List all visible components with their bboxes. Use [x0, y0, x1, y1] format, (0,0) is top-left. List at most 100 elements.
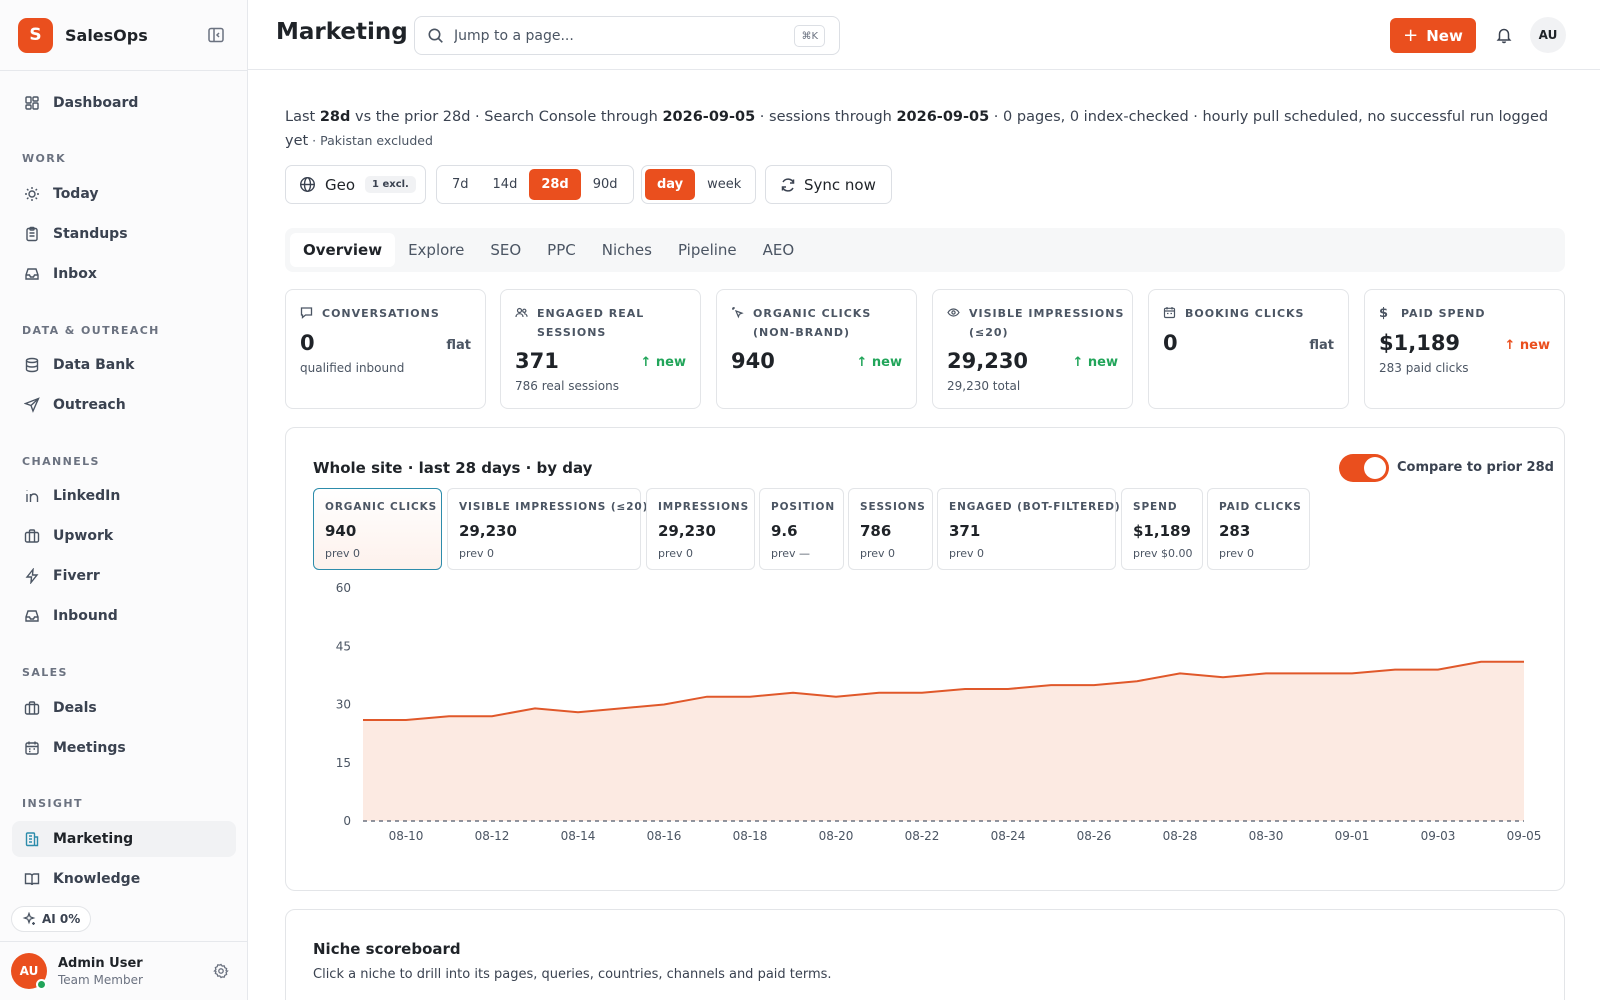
metric-tab-position[interactable]: POSITION 9.6 prev — — [759, 488, 844, 570]
header-avatar[interactable]: AU — [1530, 17, 1566, 53]
sidebar-collapse-icon[interactable] — [204, 23, 228, 47]
kpi-value: 0 — [1163, 331, 1178, 355]
trend-chart: 0 15 30 45 60 08-10 08-12 08-14 08-16 08-18 08-20 0… — [336, 581, 1542, 843]
metric-tab-organic-clicks[interactable]: ORGANIC CLICKS 940 prev 0 — [313, 488, 442, 570]
kpi-delta: ↑ new — [1072, 355, 1118, 370]
x-tick-label: 09-01 — [1335, 829, 1370, 843]
sidebar-item-deals[interactable]: Deals — [12, 690, 236, 726]
sidebar-item-upwork[interactable]: Upwork — [12, 518, 236, 554]
database-icon — [23, 356, 41, 374]
sidebar-item-label: Data Bank — [53, 357, 135, 373]
metric-tab-paid-clicks[interactable]: PAID CLICKS 283 prev 0 — [1207, 488, 1310, 570]
send-icon — [23, 396, 41, 414]
top-header: Marketing ⌘K + New AU — [248, 0, 1600, 70]
ai-usage-pill[interactable]: AI 0% — [11, 906, 92, 932]
metric-tab-sessions[interactable]: SESSIONS 786 prev 0 — [848, 488, 933, 570]
sidebar-item-marketing[interactable]: Marketing — [12, 821, 236, 857]
range-90d[interactable]: 90d — [592, 177, 618, 192]
sparkle-icon — [22, 912, 36, 926]
x-tick-label: 08-24 — [991, 829, 1026, 843]
range-14d[interactable]: 14d — [492, 177, 518, 192]
new-button[interactable]: + New — [1390, 18, 1476, 53]
sidebar-item-linkedin[interactable]: LinkedIn — [12, 478, 236, 514]
kpi-delta: flat — [1309, 338, 1334, 353]
metric-tab-spend[interactable]: SPEND $1,189 prev $0.00 — [1121, 488, 1203, 570]
metric-tab-impressions[interactable]: IMPRESSIONS 29,230 prev 0 — [646, 488, 755, 570]
sidebar-item-fiverr[interactable]: Fiverr — [12, 558, 236, 594]
grain-selector: day week — [641, 165, 756, 204]
grain-week[interactable]: week — [707, 177, 742, 192]
kpi-delta: ↑ new — [640, 355, 686, 370]
sidebar-item-label: Inbox — [53, 266, 97, 282]
gear-icon[interactable] — [212, 962, 230, 980]
summary-geo-note: · Pakistan excluded — [308, 133, 433, 148]
search-input[interactable] — [454, 27, 784, 44]
kpi-card-paid-spend[interactable]: $ PAID SPEND $1,189 ↑ new 283 paid clicks — [1364, 289, 1565, 409]
kpi-card-engaged-sessions[interactable]: ENGAGED REAL SESSIONS 371 ↑ new 786 real… — [500, 289, 701, 409]
metric-prev: prev 0 — [658, 547, 694, 560]
summary-gsc-date: 2026-09-05 — [662, 109, 756, 125]
ai-usage-label: AI 0% — [42, 912, 81, 926]
kpi-card-visible-impressions[interactable]: VISIBLE IMPRESSIONS (≤20) 29,230 ↑ new 2… — [932, 289, 1133, 409]
tab-niches[interactable]: Niches — [601, 241, 652, 259]
tab-explore[interactable]: Explore — [408, 241, 465, 259]
kpi-sub: 29,230 total — [947, 379, 1021, 393]
linkedin-icon — [23, 487, 41, 505]
sidebar-item-label: Outreach — [53, 397, 126, 413]
sidebar-item-label: Inbound — [53, 608, 118, 624]
geo-filter-button[interactable]: Geo 1 excl. — [285, 165, 426, 204]
inbox-icon — [23, 607, 41, 625]
user-role: Team Member — [58, 973, 143, 987]
sidebar-item-inbound[interactable]: Inbound — [12, 598, 236, 634]
range-28d[interactable]: 28d — [529, 169, 581, 200]
metric-label: POSITION — [771, 501, 836, 513]
online-status-dot — [36, 979, 47, 990]
tab-pipeline[interactable]: Pipeline — [677, 241, 737, 259]
sidebar-item-outreach[interactable]: Outreach — [12, 387, 236, 423]
compare-toggle[interactable] — [1339, 454, 1389, 482]
range-7d[interactable]: 7d — [452, 177, 469, 192]
kpi-label: CONVERSATIONS — [300, 304, 480, 325]
sync-now-button[interactable]: Sync now — [765, 165, 892, 204]
sync-label: Sync now — [804, 175, 876, 194]
y-tick-label: 30 — [336, 698, 351, 712]
tab-seo[interactable]: SEO — [490, 241, 522, 259]
search-box[interactable]: ⌘K — [414, 16, 840, 55]
kpi-delta: flat — [446, 338, 471, 353]
refresh-icon — [780, 177, 796, 193]
niche-scoreboard-subtitle: Click a niche to drill into its pages, q… — [313, 967, 832, 982]
users-icon — [515, 304, 529, 342]
brand-logo: S — [18, 17, 53, 53]
x-tick-label: 08-28 — [1163, 829, 1198, 843]
kpi-delta: ↑ new — [856, 355, 902, 370]
kpi-card-booking-clicks[interactable]: BOOKING CLICKS 0 flat — [1148, 289, 1349, 409]
brand[interactable]: S SalesOps — [18, 17, 230, 53]
kpi-card-organic-clicks[interactable]: ORGANIC CLICKS (NON-BRAND) 940 ↑ new — [716, 289, 917, 409]
sidebar-item-meetings[interactable]: Meetings — [12, 730, 236, 766]
x-tick-label: 09-03 — [1421, 829, 1456, 843]
sidebar-item-inbox[interactable]: Inbox — [12, 256, 236, 292]
kpi-label-text: BOOKING CLICKS — [1185, 307, 1305, 320]
sidebar-item-standups[interactable]: Standups — [12, 216, 236, 252]
sidebar-item-data-bank[interactable]: Data Bank — [12, 347, 236, 383]
tab-overview[interactable]: Overview — [290, 233, 396, 267]
grain-day[interactable]: day — [645, 169, 696, 200]
metric-tab-engaged[interactable]: ENGAGED (BOT-FILTERED) 371 prev 0 — [937, 488, 1120, 570]
x-tick-label: 08-30 — [1249, 829, 1284, 843]
sidebar-item-knowledge[interactable]: Knowledge — [12, 861, 236, 897]
summary-text-part: · sessions through — [755, 109, 897, 125]
sidebar-item-today[interactable]: Today — [12, 176, 236, 212]
sidebar-item-label: LinkedIn — [53, 488, 121, 504]
inbox-icon — [23, 265, 41, 283]
tab-ppc[interactable]: PPC — [547, 241, 576, 259]
metric-tab-visible-impressions[interactable]: VISIBLE IMPRESSIONS (≤20) 29,230 prev 0 — [447, 488, 647, 570]
geo-label: Geo — [325, 175, 356, 194]
bell-icon[interactable] — [1494, 25, 1514, 45]
sidebar-item-dashboard[interactable]: Dashboard — [12, 85, 236, 121]
summary-text-part: Last — [285, 109, 320, 125]
x-tick-label: 08-14 — [561, 829, 596, 843]
metric-label: VISIBLE IMPRESSIONS (≤20) — [459, 501, 649, 513]
tab-aeo[interactable]: AEO — [762, 241, 795, 259]
metric-value: 283 — [1219, 522, 1251, 540]
kpi-card-conversations[interactable]: CONVERSATIONS 0 flat qualified inbound — [285, 289, 486, 409]
